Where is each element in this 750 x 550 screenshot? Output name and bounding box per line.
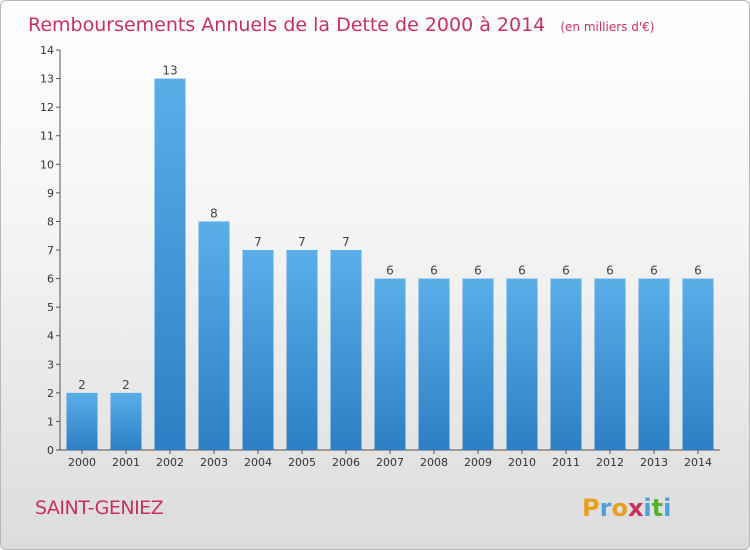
value-label: 6 <box>650 264 658 278</box>
bar-2009 <box>462 278 494 450</box>
commune-name: SAINT-GENIEZ <box>35 497 164 519</box>
y-tick-label: 12 <box>40 101 54 114</box>
y-tick-label: 8 <box>47 215 54 228</box>
x-tick-label: 2006 <box>332 456 360 469</box>
value-label: 6 <box>518 264 526 278</box>
y-tick-label: 0 <box>47 444 54 457</box>
x-tick-label: 2005 <box>288 456 316 469</box>
logo-letter: t <box>652 494 663 522</box>
x-tick-label: 2004 <box>244 456 272 469</box>
bars <box>66 78 714 451</box>
x-tick-label: 2003 <box>200 456 228 469</box>
y-tick-label: 6 <box>47 273 54 286</box>
value-labels: 2 2 13 8 7 7 7 6 6 6 6 6 6 6 6 <box>78 64 702 392</box>
value-label: 2 <box>122 378 130 392</box>
y-tick-label: 1 <box>47 415 54 428</box>
x-tick-label: 2002 <box>156 456 184 469</box>
x-tick-label: 2013 <box>640 456 668 469</box>
x-tick-label: 2009 <box>464 456 492 469</box>
value-label: 13 <box>162 64 177 78</box>
chart-title: Remboursements Annuels de la Dette de 20… <box>28 14 654 36</box>
y-tick-label: 2 <box>47 387 54 400</box>
bar-2010 <box>506 278 538 450</box>
logo-letter: i <box>643 494 651 522</box>
bar-2011 <box>550 278 582 450</box>
x-tick-label: 2007 <box>376 456 404 469</box>
bar-2008 <box>418 278 450 450</box>
bar-2002 <box>154 78 186 451</box>
bar-2004 <box>242 250 274 450</box>
bar-2000 <box>66 392 98 450</box>
logo-letter: P <box>582 494 600 522</box>
value-label: 6 <box>474 264 482 278</box>
value-label: 6 <box>430 264 438 278</box>
x-tick-label: 2014 <box>684 456 712 469</box>
x-tick-label: 2001 <box>112 456 140 469</box>
y-tick-label: 11 <box>40 130 54 143</box>
value-label: 2 <box>78 378 86 392</box>
proxiti-logo: Proxiti <box>582 494 671 522</box>
value-label: 8 <box>210 206 218 220</box>
y-tick-label: 7 <box>47 244 54 257</box>
x-tick-label: 2012 <box>596 456 624 469</box>
bar-2007 <box>374 278 406 450</box>
bar-2014 <box>682 278 714 450</box>
logo-letter: i <box>663 494 671 522</box>
x-tick-label: 2000 <box>68 456 96 469</box>
logo-letter: r <box>600 494 612 522</box>
logo-letter: o <box>611 494 628 522</box>
y-tick-label: 9 <box>47 187 54 200</box>
bar-2006 <box>330 250 362 450</box>
value-label: 6 <box>562 264 570 278</box>
logo-letter: x <box>628 494 644 522</box>
value-label: 6 <box>606 264 614 278</box>
y-tick-label: 3 <box>47 358 54 371</box>
y-tick-label: 10 <box>40 158 54 171</box>
value-label: 7 <box>342 235 350 249</box>
value-label: 6 <box>694 264 702 278</box>
bar-2013 <box>638 278 670 450</box>
y-tick-label: 14 <box>40 44 54 57</box>
bar-2001 <box>110 392 142 450</box>
x-tick-label: 2011 <box>552 456 580 469</box>
value-label: 7 <box>254 235 262 249</box>
x-tick-label: 2008 <box>420 456 448 469</box>
x-tick-labels: 2000 2001 2002 2003 2004 2005 2006 2007 2008 2009… <box>68 456 712 469</box>
value-label: 6 <box>386 264 394 278</box>
value-label: 7 <box>298 235 306 249</box>
y-tick-label: 13 <box>40 73 54 86</box>
bar-2003 <box>198 221 230 450</box>
y-tick-label: 5 <box>47 301 54 314</box>
bar-2005 <box>286 250 318 450</box>
x-tick-label: 2010 <box>508 456 536 469</box>
bar-2012 <box>594 278 626 450</box>
y-tick-label: 4 <box>47 330 54 343</box>
